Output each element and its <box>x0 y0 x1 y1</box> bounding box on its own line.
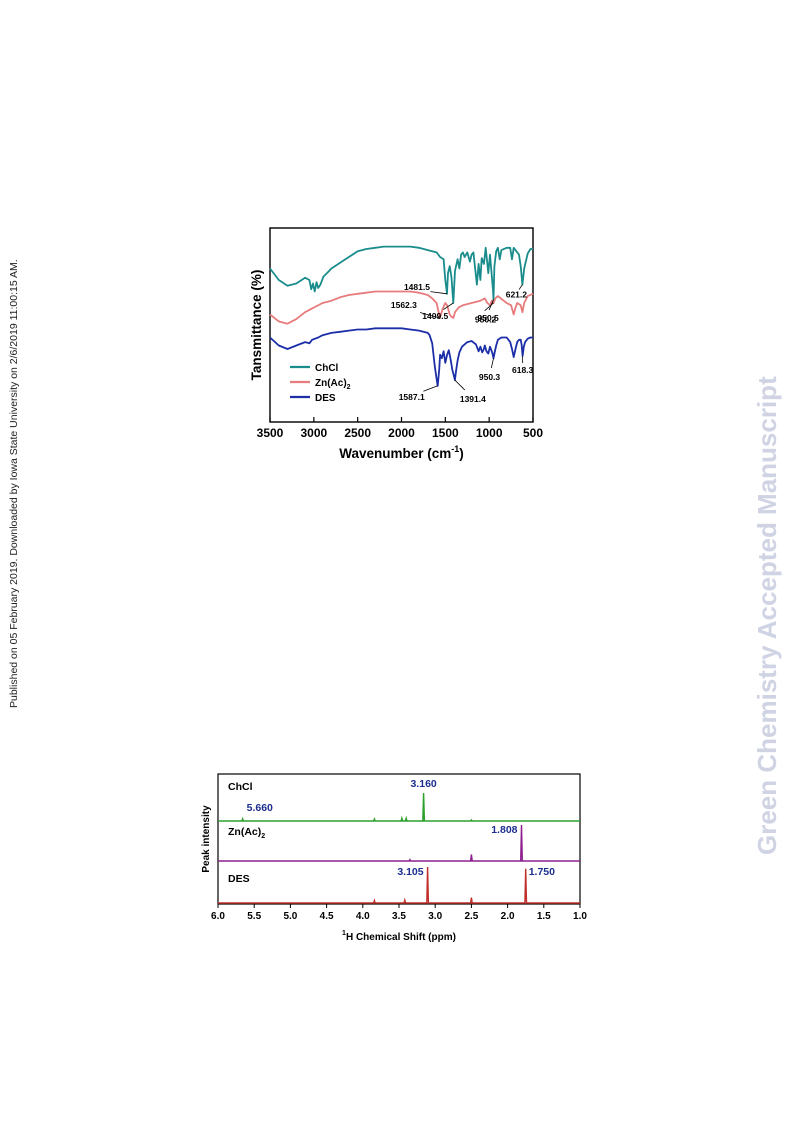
annotation-leader <box>484 302 494 312</box>
x-tick-label: 2.5 <box>464 911 478 922</box>
legend-label-main: DES <box>315 393 336 404</box>
x-tick-label: 3.5 <box>392 911 406 922</box>
peak-annotation: 950.5 <box>478 313 500 323</box>
x-tick-label: 5.5 <box>247 911 261 922</box>
x-tick-label: 3.0 <box>428 911 442 922</box>
manuscript-watermark: Green Chemistry Accepted Manuscript <box>752 376 782 855</box>
nmr-chart: 6.0 5.5 5.0 4.5 4.0 3.5 3.0 2.5 2.0 1.5 1.0 ChCl 5.6… <box>201 773 587 943</box>
peak-annotation: 1481.5 <box>404 282 430 292</box>
x-axis-label-sup: 1 <box>342 930 346 937</box>
download-notice-text: Published on 05 February 2019. Downloade… <box>8 259 20 708</box>
annotation-leader <box>518 284 523 290</box>
peak-value-label: 1.808 <box>491 824 517 836</box>
x-tick-label: 6.0 <box>211 911 225 922</box>
legend-label-main: ChCl <box>315 363 339 374</box>
watermark-text: Green Chemistry Accepted Manuscript <box>752 376 782 855</box>
x-axis-label-sup: -1 <box>451 444 459 454</box>
legend-label: Zn(Ac)2 <box>315 378 351 391</box>
annotation-leader <box>423 385 438 392</box>
x-axis-label-close: ) <box>459 446 464 461</box>
x-axis-label-main: H Chemical Shift (ppm) <box>346 932 456 943</box>
x-tick-label: 4.5 <box>320 911 334 922</box>
x-axis-label: 1H Chemical Shift (ppm) <box>342 930 456 943</box>
x-axis-label: Wavenumber (cm-1) <box>339 444 464 461</box>
legend-label: ChCl <box>315 363 339 374</box>
x-tick-label: 4.0 <box>356 911 370 922</box>
panel-label-main: DES <box>228 873 250 885</box>
ftir-chart: 3500 3000 2500 2000 1500 1000 500 1481.5 1409.5 6… <box>249 227 543 461</box>
peak-annotation: 618.3 <box>512 365 534 375</box>
panel-label-main: ChCl <box>228 781 253 793</box>
spectrum-line-zn-ac- <box>218 824 580 862</box>
peak-annotation: 621.2 <box>506 290 528 300</box>
x-tick-label: 5.0 <box>283 911 297 922</box>
series-line-des <box>269 327 533 387</box>
x-tick-label: 2000 <box>388 426 415 440</box>
annotation-leader <box>443 302 454 310</box>
series-line-chcl <box>269 245 533 304</box>
panel-label: ChCl <box>228 781 253 793</box>
peak-value-label: 3.105 <box>397 866 423 878</box>
spectrum-line-des <box>218 866 580 904</box>
legend-label: DES <box>315 393 336 404</box>
x-tick-label: 3000 <box>300 426 327 440</box>
spectrum-line-chcl <box>218 792 580 822</box>
panel-label: DES <box>228 873 250 885</box>
peak-annotation: 950.2 <box>475 315 497 325</box>
x-tick-label: 2500 <box>344 426 371 440</box>
y-axis-label: Peak intensity <box>201 805 212 873</box>
peak-value-label: 5.660 <box>247 802 273 814</box>
y-axis-label: Tansmittance (%) <box>249 270 264 381</box>
series-line-zn-ac-2 <box>269 290 534 325</box>
peak-annotation: 1562.3 <box>391 300 417 310</box>
annotation-leader <box>490 358 494 369</box>
annotation-leader <box>419 312 440 319</box>
x-tick-label: 1500 <box>432 426 459 440</box>
legend-label-main: Zn(Ac) <box>315 378 347 389</box>
annotation-leader <box>430 291 448 295</box>
peak-value-label: 1.750 <box>529 866 555 878</box>
download-notice: Published on 05 February 2019. Downloade… <box>8 259 20 708</box>
peak-annotation: 1409.5 <box>422 311 448 321</box>
panel-label-sub: 2 <box>261 833 265 840</box>
annotation-leader <box>454 379 466 391</box>
x-axis-label-main: Wavenumber (cm <box>339 446 451 461</box>
x-tick-label: 2.0 <box>501 911 515 922</box>
legend-label-sub: 2 <box>347 384 351 391</box>
peak-value-label: 3.160 <box>410 778 436 790</box>
x-tick-label: 1000 <box>476 426 503 440</box>
x-tick-label: 3500 <box>257 426 284 440</box>
peak-annotation: 950.3 <box>479 372 501 382</box>
peak-annotation: 1391.4 <box>460 394 486 404</box>
x-tick-label: 500 <box>523 426 543 440</box>
peak-annotation: 1587.1 <box>399 392 425 402</box>
x-tick-label: 1.0 <box>573 911 587 922</box>
x-tick-label: 1.5 <box>537 911 551 922</box>
panel-label: Zn(Ac)2 <box>228 826 265 840</box>
panel-label-main: Zn(Ac) <box>228 826 261 838</box>
